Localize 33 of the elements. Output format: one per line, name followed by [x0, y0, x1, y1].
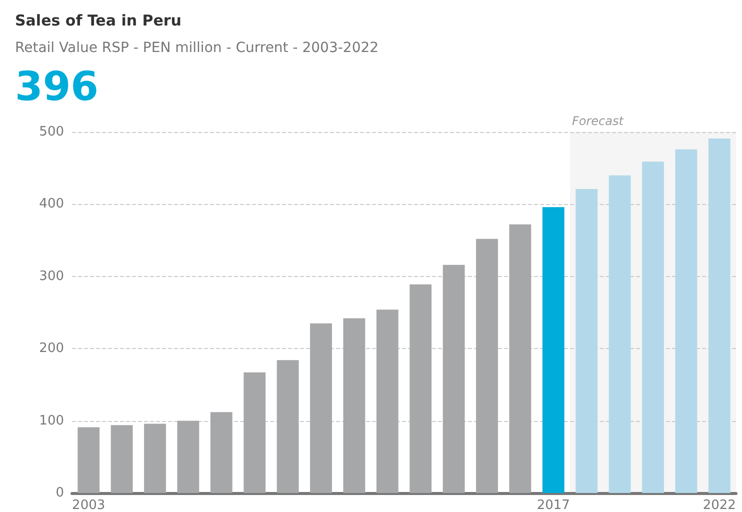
bar: [144, 424, 166, 493]
bar: [410, 284, 432, 493]
x-tick-label: 2003: [72, 498, 106, 512]
bar: [110, 425, 133, 493]
bar: [542, 207, 564, 493]
bar: [576, 189, 598, 493]
band-label: Forecast: [572, 114, 625, 128]
bar: [708, 138, 730, 493]
bar: [276, 360, 299, 493]
bar: [210, 412, 232, 493]
bar: [476, 238, 498, 493]
y-tick-label: 100: [39, 413, 64, 428]
y-tick-label: 200: [39, 341, 64, 356]
bar: [310, 323, 332, 493]
bar: [244, 372, 266, 493]
bar: [509, 224, 532, 493]
bar: [642, 162, 664, 493]
bar: [675, 149, 698, 493]
y-tick-label: 500: [39, 124, 64, 140]
y-tick-label: 0: [56, 486, 64, 500]
bar: [376, 310, 398, 493]
bar: [343, 318, 366, 493]
x-tick-label: 2022: [702, 498, 736, 512]
chart-title: Sales of Tea in Peru: [15, 12, 182, 30]
chart-subtitle: Retail Value RSP - PEN million - Current - 2003-2022: [15, 40, 379, 56]
bar: [442, 264, 465, 493]
x-tick-label: 2017: [536, 498, 570, 512]
y-tick-label: 300: [39, 268, 64, 284]
bar: [177, 420, 200, 493]
bar: [78, 427, 100, 493]
bar: [608, 175, 631, 493]
text: 396: [15, 64, 98, 110]
y-tick-label: 400: [39, 196, 64, 212]
